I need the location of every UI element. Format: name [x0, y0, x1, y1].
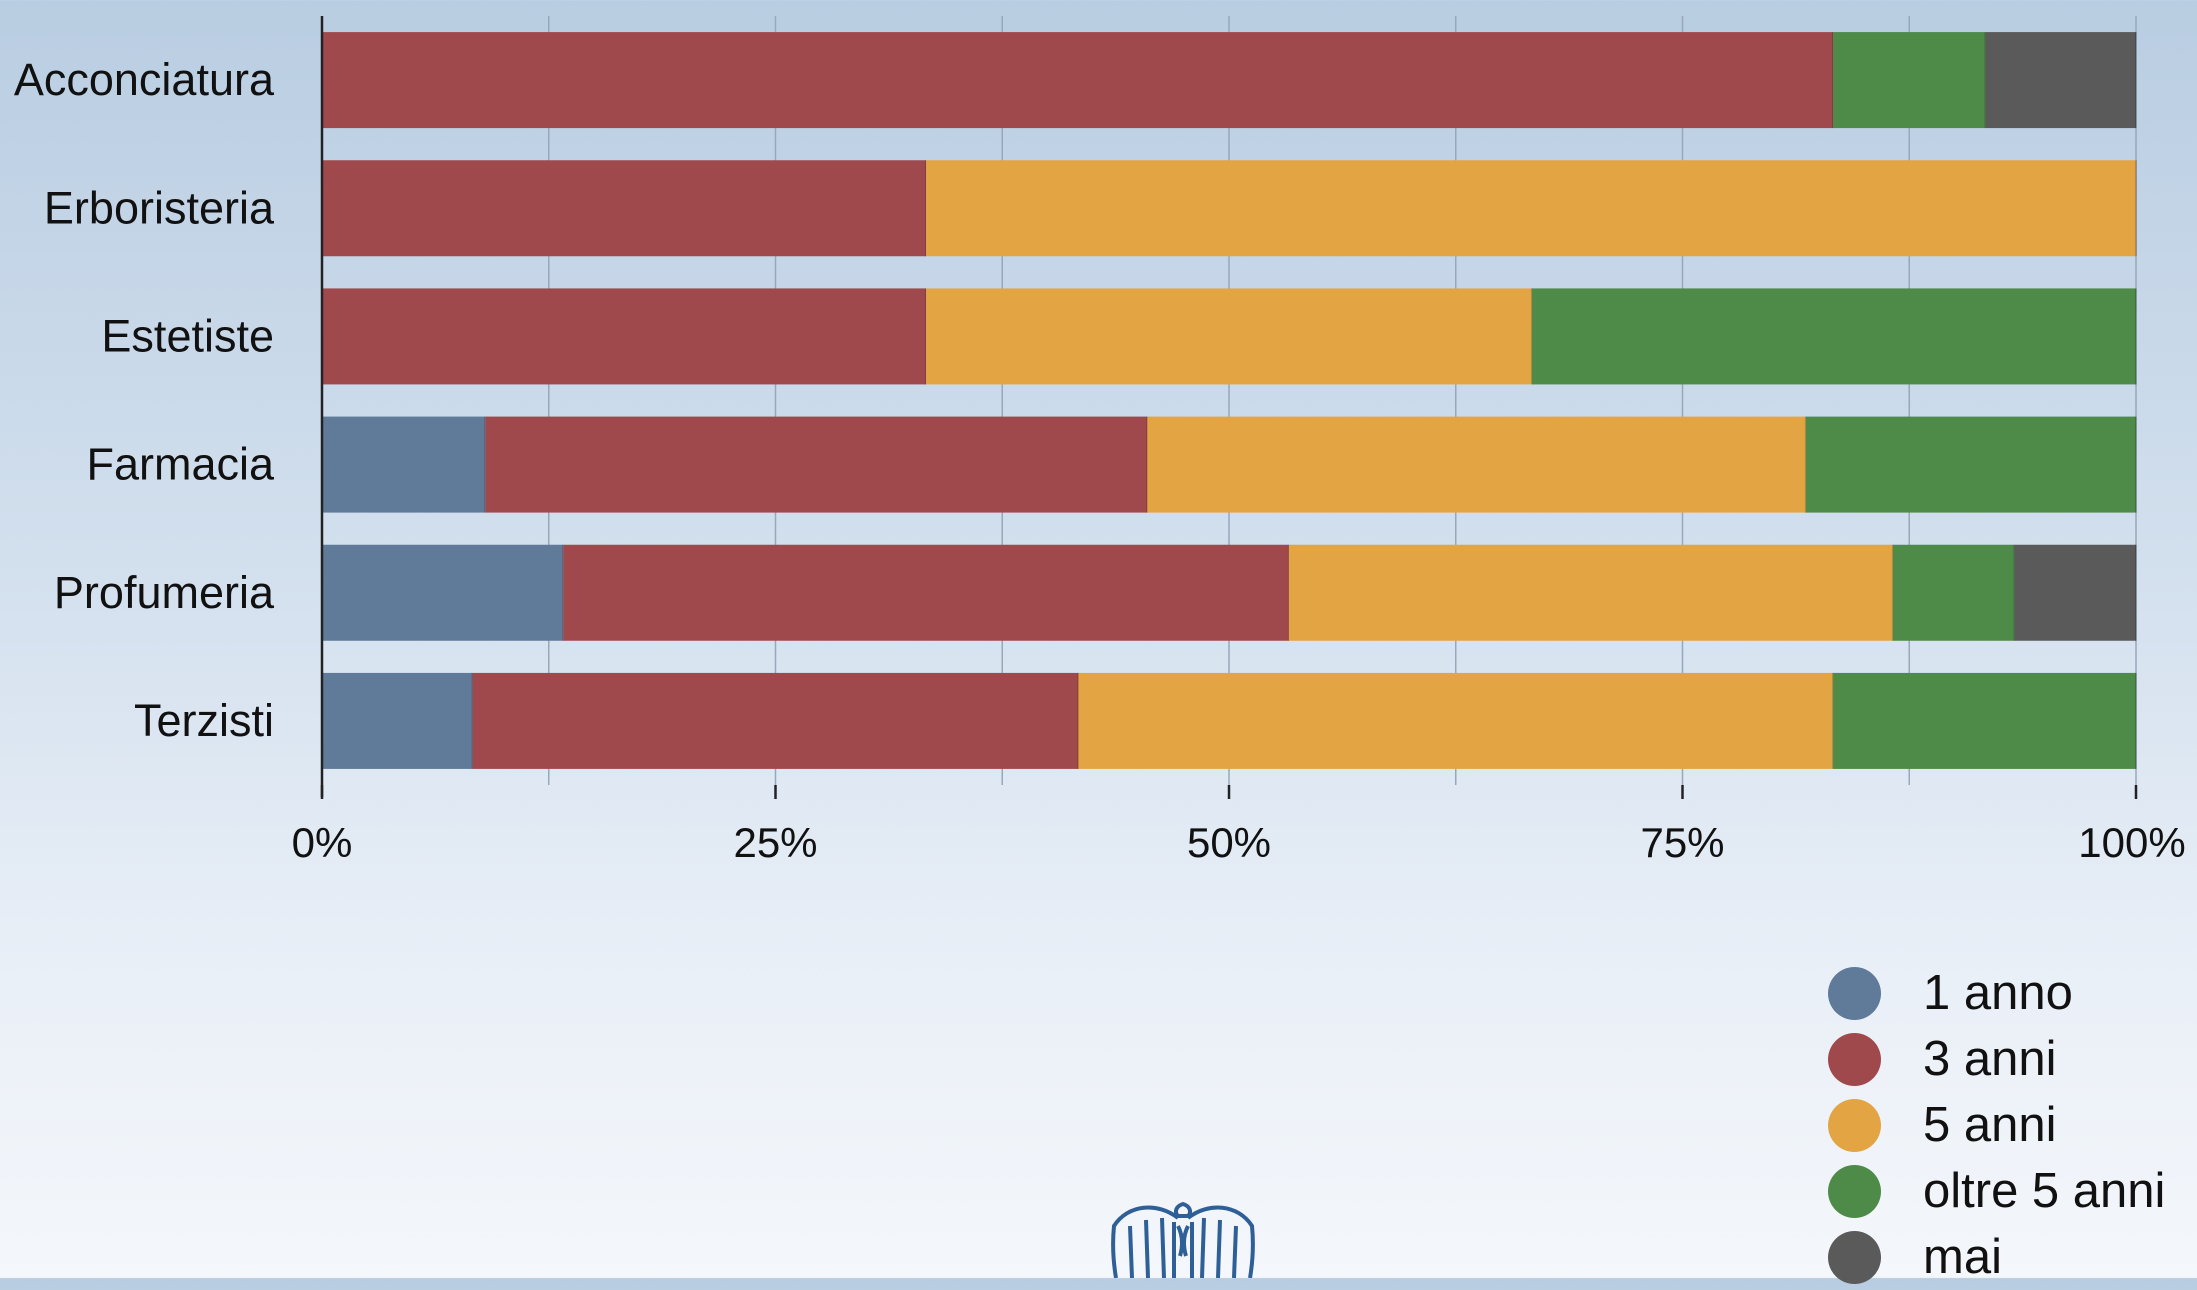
bar-segment: [1985, 32, 2136, 129]
stacked-bar-chart: Acconciatura Erboristeria Estetiste Farmaci…: [14, 16, 2186, 866]
legend-swatch: [1828, 966, 1881, 1020]
category-label: Acconciatura: [14, 54, 275, 105]
legend-swatch: [1828, 1098, 1881, 1152]
bar-segment: [1833, 32, 1986, 129]
chart-legend: 1 anno 3 anni 5 anni oltre 5 anni mai: [1828, 960, 2197, 1290]
x-tick-label: 50%: [1187, 819, 1271, 866]
x-tick-label: 75%: [1640, 819, 1724, 866]
bar-segment: [322, 288, 927, 385]
legend-item: mai: [1828, 1224, 2197, 1290]
bar-segment: [1078, 672, 1834, 769]
legend-label: oltre 5 anni: [1923, 1164, 2166, 1218]
bar-segment: [1288, 544, 1893, 641]
bar-segment: [322, 672, 473, 769]
legend-item: 1 anno: [1828, 960, 2197, 1026]
legend-label: 3 anni: [1923, 1032, 2057, 1086]
bar-segment: [2014, 544, 2136, 641]
bar-segment: [1833, 672, 2136, 769]
bars: [322, 32, 2137, 769]
gridlines: [321, 16, 2137, 785]
eagle-logo-icon: [1108, 1196, 1258, 1279]
chart-svg: Acconciatura Erboristeria Estetiste Farmaci…: [14, 16, 2186, 866]
bar-segment: [1892, 544, 2015, 641]
legend-item: oltre 5 anni: [1828, 1158, 2197, 1224]
bar-segment: [926, 160, 2136, 257]
legend-label: mai: [1923, 1230, 2002, 1284]
x-tick-label: 0%: [292, 819, 353, 866]
category-label: Farmacia: [86, 439, 275, 490]
bar-segment: [322, 160, 927, 257]
bar-segment: [322, 544, 564, 641]
bar-segment: [322, 32, 1834, 129]
bar-segment: [1531, 288, 2136, 385]
category-label: Erboristeria: [44, 182, 275, 233]
bar-segment: [485, 416, 1148, 513]
legend-item: 3 anni: [1828, 1026, 2197, 1092]
category-label: Profumeria: [54, 567, 275, 618]
bar-segment: [926, 288, 1532, 385]
x-tick-label: 100%: [2078, 819, 2185, 866]
legend-label: 1 anno: [1923, 966, 2073, 1020]
legend-item: 5 anni: [1828, 1092, 2197, 1158]
bar-segment: [322, 416, 486, 513]
legend-label: 5 anni: [1923, 1098, 2057, 1152]
bar-segment: [1147, 416, 1806, 513]
category-label: Terzisti: [134, 695, 274, 746]
bar-segment: [1805, 416, 2136, 513]
legend-swatch: [1828, 1230, 1881, 1284]
category-label: Estetiste: [101, 310, 274, 361]
legend-swatch: [1828, 1032, 1881, 1086]
bar-segment: [563, 544, 1289, 641]
x-tick-label: 25%: [733, 819, 817, 866]
legend-swatch: [1828, 1164, 1881, 1218]
bar-segment: [472, 672, 1079, 769]
